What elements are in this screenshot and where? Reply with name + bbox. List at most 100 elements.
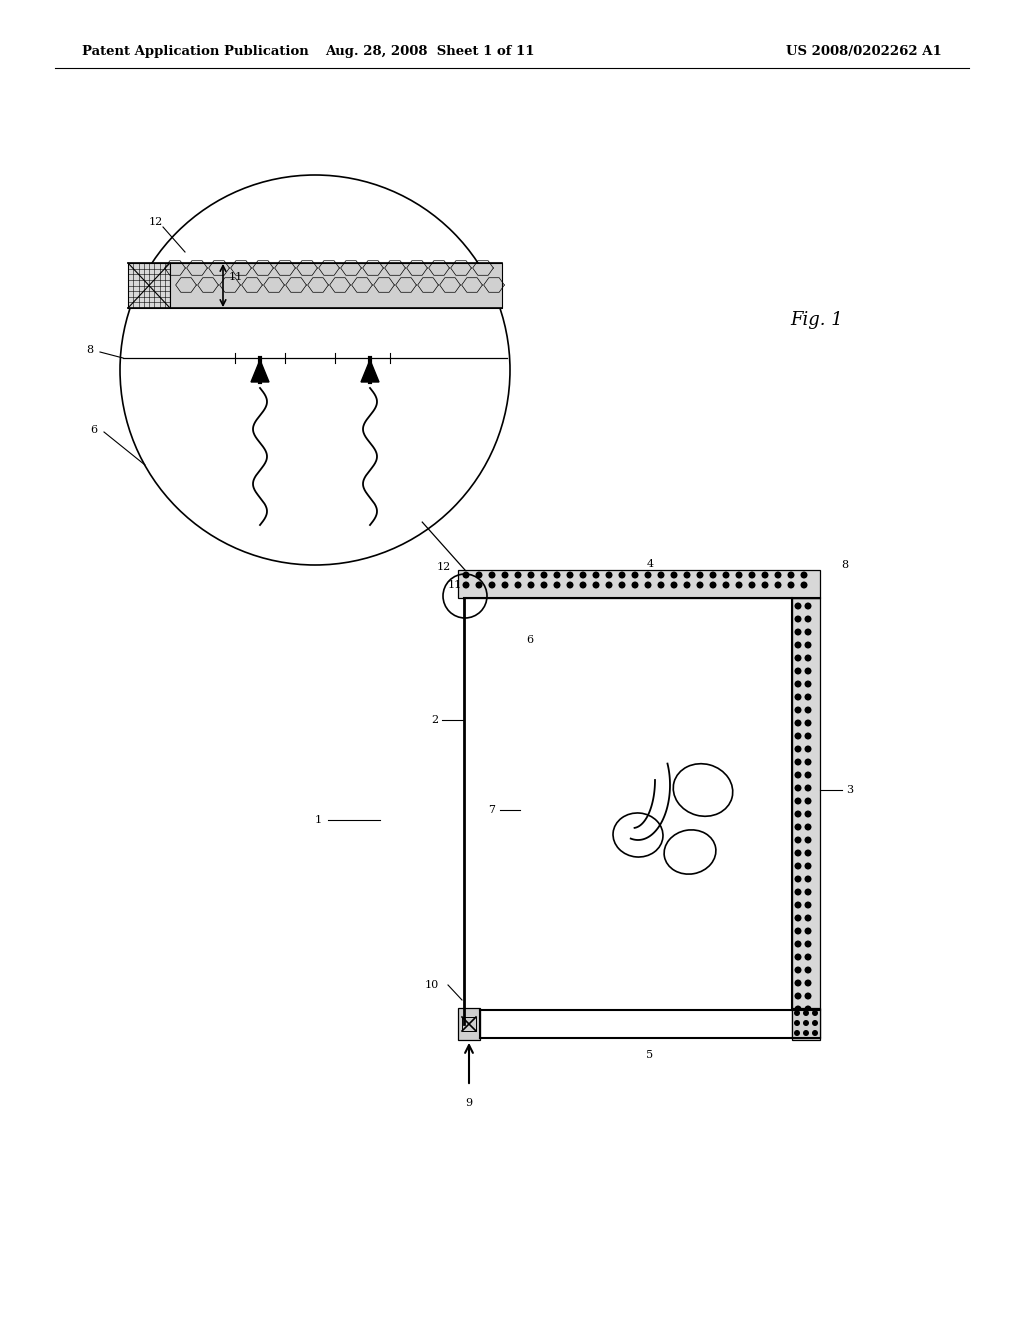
Circle shape	[657, 582, 665, 589]
Text: 5: 5	[646, 1049, 653, 1060]
Circle shape	[805, 771, 811, 779]
FancyBboxPatch shape	[792, 598, 820, 1038]
Text: 1: 1	[314, 814, 322, 825]
Circle shape	[805, 706, 811, 714]
Circle shape	[632, 572, 639, 578]
Circle shape	[618, 582, 626, 589]
Circle shape	[488, 572, 496, 578]
Circle shape	[735, 582, 742, 589]
Text: 4: 4	[646, 558, 653, 569]
Circle shape	[683, 572, 690, 578]
Circle shape	[795, 797, 802, 804]
Circle shape	[795, 642, 802, 648]
Circle shape	[803, 1030, 809, 1036]
FancyBboxPatch shape	[458, 1008, 480, 1040]
Circle shape	[463, 582, 469, 589]
Circle shape	[801, 572, 808, 578]
Circle shape	[657, 572, 665, 578]
Text: Aug. 28, 2008  Sheet 1 of 11: Aug. 28, 2008 Sheet 1 of 11	[326, 45, 535, 58]
Circle shape	[805, 902, 811, 908]
Circle shape	[803, 1020, 809, 1026]
Circle shape	[805, 888, 811, 895]
Circle shape	[805, 746, 811, 752]
Circle shape	[805, 797, 811, 804]
Circle shape	[541, 582, 548, 589]
Text: 11: 11	[229, 272, 244, 282]
Circle shape	[580, 582, 587, 589]
Text: 6: 6	[90, 425, 97, 436]
Circle shape	[795, 850, 802, 857]
FancyBboxPatch shape	[792, 1008, 820, 1040]
Text: 8: 8	[86, 345, 93, 355]
Circle shape	[805, 1019, 811, 1026]
Circle shape	[787, 582, 795, 589]
Circle shape	[805, 693, 811, 701]
Circle shape	[805, 953, 811, 961]
Circle shape	[805, 993, 811, 999]
Circle shape	[593, 582, 599, 589]
Circle shape	[805, 759, 811, 766]
Circle shape	[805, 668, 811, 675]
Circle shape	[805, 875, 811, 883]
Circle shape	[795, 966, 802, 974]
Circle shape	[566, 572, 573, 578]
Circle shape	[795, 628, 802, 635]
Circle shape	[749, 582, 756, 589]
Circle shape	[475, 572, 482, 578]
Text: 9: 9	[466, 1098, 472, 1107]
Circle shape	[795, 902, 802, 908]
Circle shape	[502, 572, 509, 578]
Circle shape	[475, 582, 482, 589]
Circle shape	[805, 837, 811, 843]
Circle shape	[644, 582, 651, 589]
Circle shape	[723, 572, 729, 578]
Circle shape	[527, 582, 535, 589]
Text: 11: 11	[447, 579, 462, 590]
FancyBboxPatch shape	[170, 263, 502, 308]
Circle shape	[749, 572, 756, 578]
Circle shape	[795, 979, 802, 986]
Circle shape	[805, 966, 811, 974]
Text: Fig. 1: Fig. 1	[790, 312, 843, 329]
Circle shape	[527, 572, 535, 578]
Circle shape	[805, 681, 811, 688]
Text: Patent Application Publication: Patent Application Publication	[82, 45, 309, 58]
Circle shape	[795, 824, 802, 830]
Circle shape	[795, 733, 802, 739]
Circle shape	[795, 668, 802, 675]
Circle shape	[605, 572, 612, 578]
Circle shape	[805, 615, 811, 623]
Circle shape	[762, 582, 768, 589]
Circle shape	[795, 602, 802, 610]
Circle shape	[514, 582, 521, 589]
Text: 10: 10	[425, 979, 439, 990]
Circle shape	[801, 582, 808, 589]
Circle shape	[805, 940, 811, 948]
Circle shape	[795, 693, 802, 701]
Circle shape	[795, 810, 802, 817]
Circle shape	[812, 1020, 818, 1026]
Circle shape	[812, 1010, 818, 1016]
Circle shape	[488, 582, 496, 589]
Circle shape	[795, 681, 802, 688]
Circle shape	[795, 915, 802, 921]
Circle shape	[795, 993, 802, 999]
Circle shape	[774, 582, 781, 589]
Circle shape	[805, 928, 811, 935]
Circle shape	[805, 979, 811, 986]
Circle shape	[805, 784, 811, 792]
Text: 12: 12	[148, 216, 163, 227]
Circle shape	[787, 572, 795, 578]
Circle shape	[566, 582, 573, 589]
Circle shape	[774, 572, 781, 578]
Polygon shape	[361, 360, 379, 381]
Circle shape	[795, 784, 802, 792]
FancyBboxPatch shape	[128, 263, 170, 308]
Circle shape	[795, 746, 802, 752]
Text: US 2008/0202262 A1: US 2008/0202262 A1	[786, 45, 942, 58]
Circle shape	[554, 582, 560, 589]
Text: 8: 8	[842, 560, 849, 570]
Circle shape	[795, 615, 802, 623]
Text: 3: 3	[847, 785, 854, 795]
Circle shape	[812, 1030, 818, 1036]
